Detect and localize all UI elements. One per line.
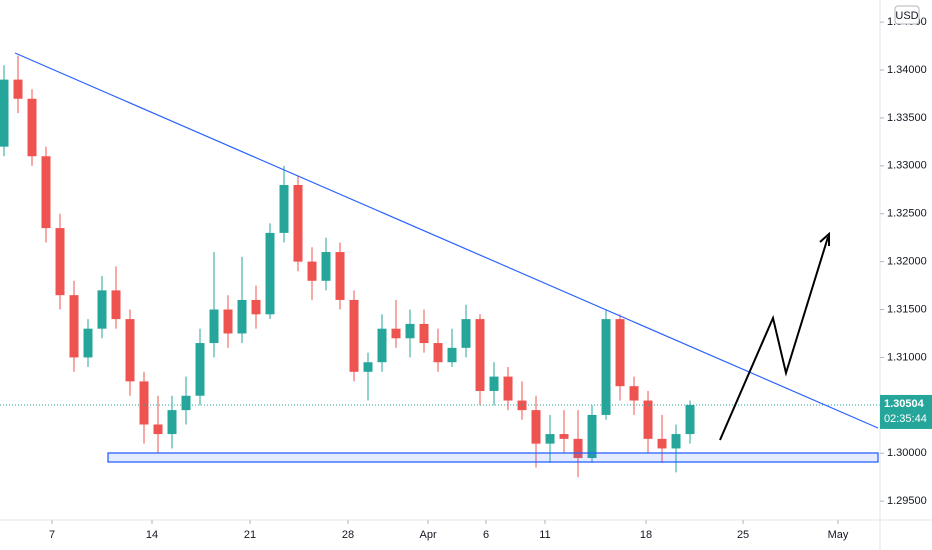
x-tick-label: 18	[640, 529, 652, 541]
candle-body	[237, 299, 247, 334]
candle-body	[195, 343, 205, 396]
candle-body	[209, 309, 219, 344]
candle-body	[573, 438, 583, 459]
candle-body	[447, 347, 457, 363]
x-tick-label: 21	[244, 529, 256, 541]
countdown: 02:35:44	[884, 413, 927, 425]
candle-body	[475, 319, 485, 391]
candle-body	[13, 79, 23, 99]
candle-body	[83, 328, 93, 358]
candle-body	[405, 323, 415, 339]
candle-body	[265, 232, 275, 315]
candle-body	[181, 395, 191, 411]
y-tick-label: 1.29500	[887, 495, 927, 507]
candle-body	[0, 79, 9, 147]
x-tick-label: May	[828, 529, 849, 541]
candle-body	[587, 414, 597, 459]
candle-body	[531, 410, 541, 444]
candle-body	[643, 400, 653, 439]
candle-body	[685, 404, 695, 435]
currency-badge[interactable]	[894, 5, 920, 25]
arrow-head	[819, 231, 830, 246]
y-tick-label: 1.33000	[887, 160, 927, 172]
candle-body	[629, 386, 639, 401]
x-tick-label: 7	[49, 529, 55, 541]
candle-body	[349, 299, 359, 372]
candle-body	[363, 362, 373, 372]
candle-body	[293, 184, 303, 262]
candle-body	[601, 319, 611, 415]
trend-line	[14, 52, 879, 429]
candle-body	[167, 410, 177, 435]
candle-body	[321, 252, 331, 281]
support-zone	[107, 452, 879, 463]
candle-body	[153, 424, 163, 435]
axes: 1.295001.300001.305001.310001.315001.320…	[49, 16, 932, 541]
candle-body	[111, 290, 121, 320]
candle-body	[125, 319, 135, 382]
x-tick-label: 25	[737, 529, 749, 541]
candle-body	[461, 319, 471, 348]
plot	[0, 55, 880, 478]
candle-body	[419, 323, 429, 344]
candle-body	[97, 290, 107, 329]
candle-body	[657, 438, 667, 449]
candle-body	[489, 376, 499, 391]
x-tick-label: Apr	[420, 529, 437, 541]
y-tick-label: 1.33500	[887, 112, 927, 124]
candle-body	[433, 343, 443, 363]
currency: USD	[895, 10, 918, 22]
x-tick-label: 14	[146, 529, 158, 541]
candle-body	[307, 261, 317, 281]
candle-body	[223, 309, 233, 334]
candle-body	[671, 434, 681, 449]
y-tick-label: 1.34000	[887, 64, 927, 76]
y-tick-label: 1.32500	[887, 208, 927, 220]
candle-body	[559, 434, 569, 439]
projection-arrow	[719, 236, 829, 441]
x-tick-label: 28	[342, 529, 354, 541]
last-price-badge	[880, 394, 932, 429]
candle-body	[377, 328, 387, 363]
candle-body	[69, 295, 79, 358]
candle-body	[251, 299, 261, 315]
candle-body	[41, 156, 51, 229]
candle-body	[545, 434, 555, 444]
candle-body	[139, 381, 149, 425]
candle-body	[335, 252, 345, 300]
y-tick-label: 1.30000	[887, 447, 927, 459]
candle-body	[391, 328, 401, 339]
y-tick-label: 1.31500	[887, 303, 927, 315]
candle-body	[503, 376, 513, 401]
y-tick-label: 1.32000	[887, 256, 927, 268]
last-price: 1.30504	[884, 398, 925, 410]
x-tick-label: 6	[483, 529, 489, 541]
candle-body	[55, 228, 65, 296]
candle-body	[615, 319, 625, 387]
x-tick-label: 11	[539, 529, 550, 541]
candle-body	[27, 98, 37, 157]
candle-body	[279, 184, 289, 233]
y-tick-label: 1.31000	[887, 351, 927, 363]
